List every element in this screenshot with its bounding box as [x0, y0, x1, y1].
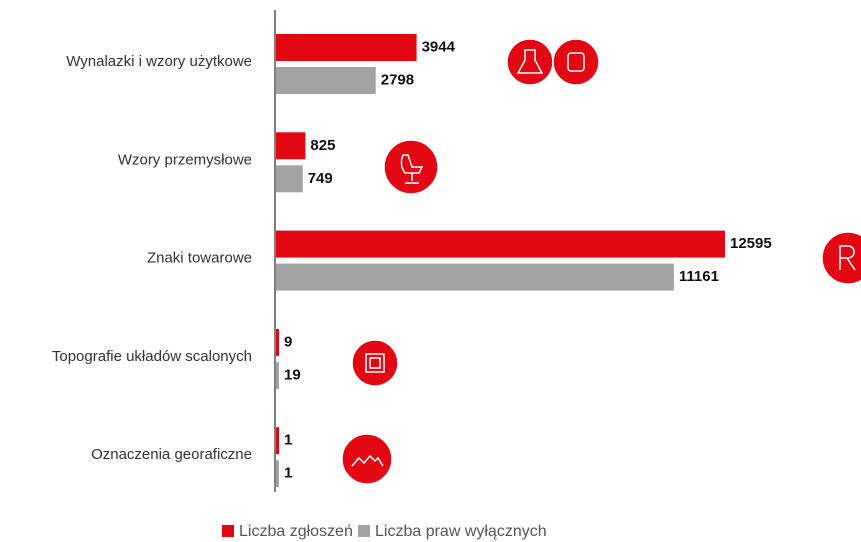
category-label: Topografie układów scalonych: [52, 348, 252, 365]
legend-swatch: [222, 525, 234, 537]
legend-swatch: [358, 525, 370, 537]
icon-mountains-shape: [351, 454, 384, 467]
value-label: 19: [284, 366, 301, 383]
icons: [341, 38, 861, 485]
value-label: 11161: [679, 268, 719, 285]
value-label: 749: [308, 170, 333, 187]
icon-chair: [383, 139, 439, 195]
value-label: 9: [284, 333, 292, 350]
icon-watch: [552, 38, 600, 86]
icon-trademark-shape: [839, 245, 856, 271]
icon-flask: [506, 38, 554, 86]
legend-label: Liczba zgłoszeń: [239, 523, 353, 540]
bar: [276, 361, 279, 389]
bar: [276, 132, 306, 160]
bar: [276, 460, 279, 488]
legend-label: Liczba praw wyłącznych: [375, 523, 547, 540]
value-label: 2798: [381, 71, 414, 88]
icon-chip-shape: [365, 353, 385, 373]
value-label: 1: [284, 432, 292, 449]
category-label: Wynalazki i wzory użytkowe: [66, 53, 252, 70]
category-label: Oznaczenia georaficzne: [91, 446, 252, 463]
category-label: Wzory przemysłowe: [118, 151, 252, 168]
icon-chair-shape: [400, 154, 424, 184]
value-label: 1: [284, 465, 292, 482]
bar: [276, 34, 417, 61]
value-label: 825: [310, 137, 335, 154]
bar: [276, 427, 279, 455]
icon-watch-shape: [567, 52, 585, 72]
bar: [276, 67, 376, 94]
bar: [276, 263, 674, 291]
icon-flask-shape: [516, 49, 544, 74]
category-label: Znaki towarowe: [147, 250, 252, 267]
value-label: 12595: [730, 235, 772, 252]
bar: [276, 328, 279, 356]
bar: [276, 230, 725, 258]
bar: [276, 165, 303, 193]
value-label: 3944: [422, 38, 456, 55]
icon-chip-core: [369, 357, 381, 369]
icon-chip: [351, 339, 399, 387]
